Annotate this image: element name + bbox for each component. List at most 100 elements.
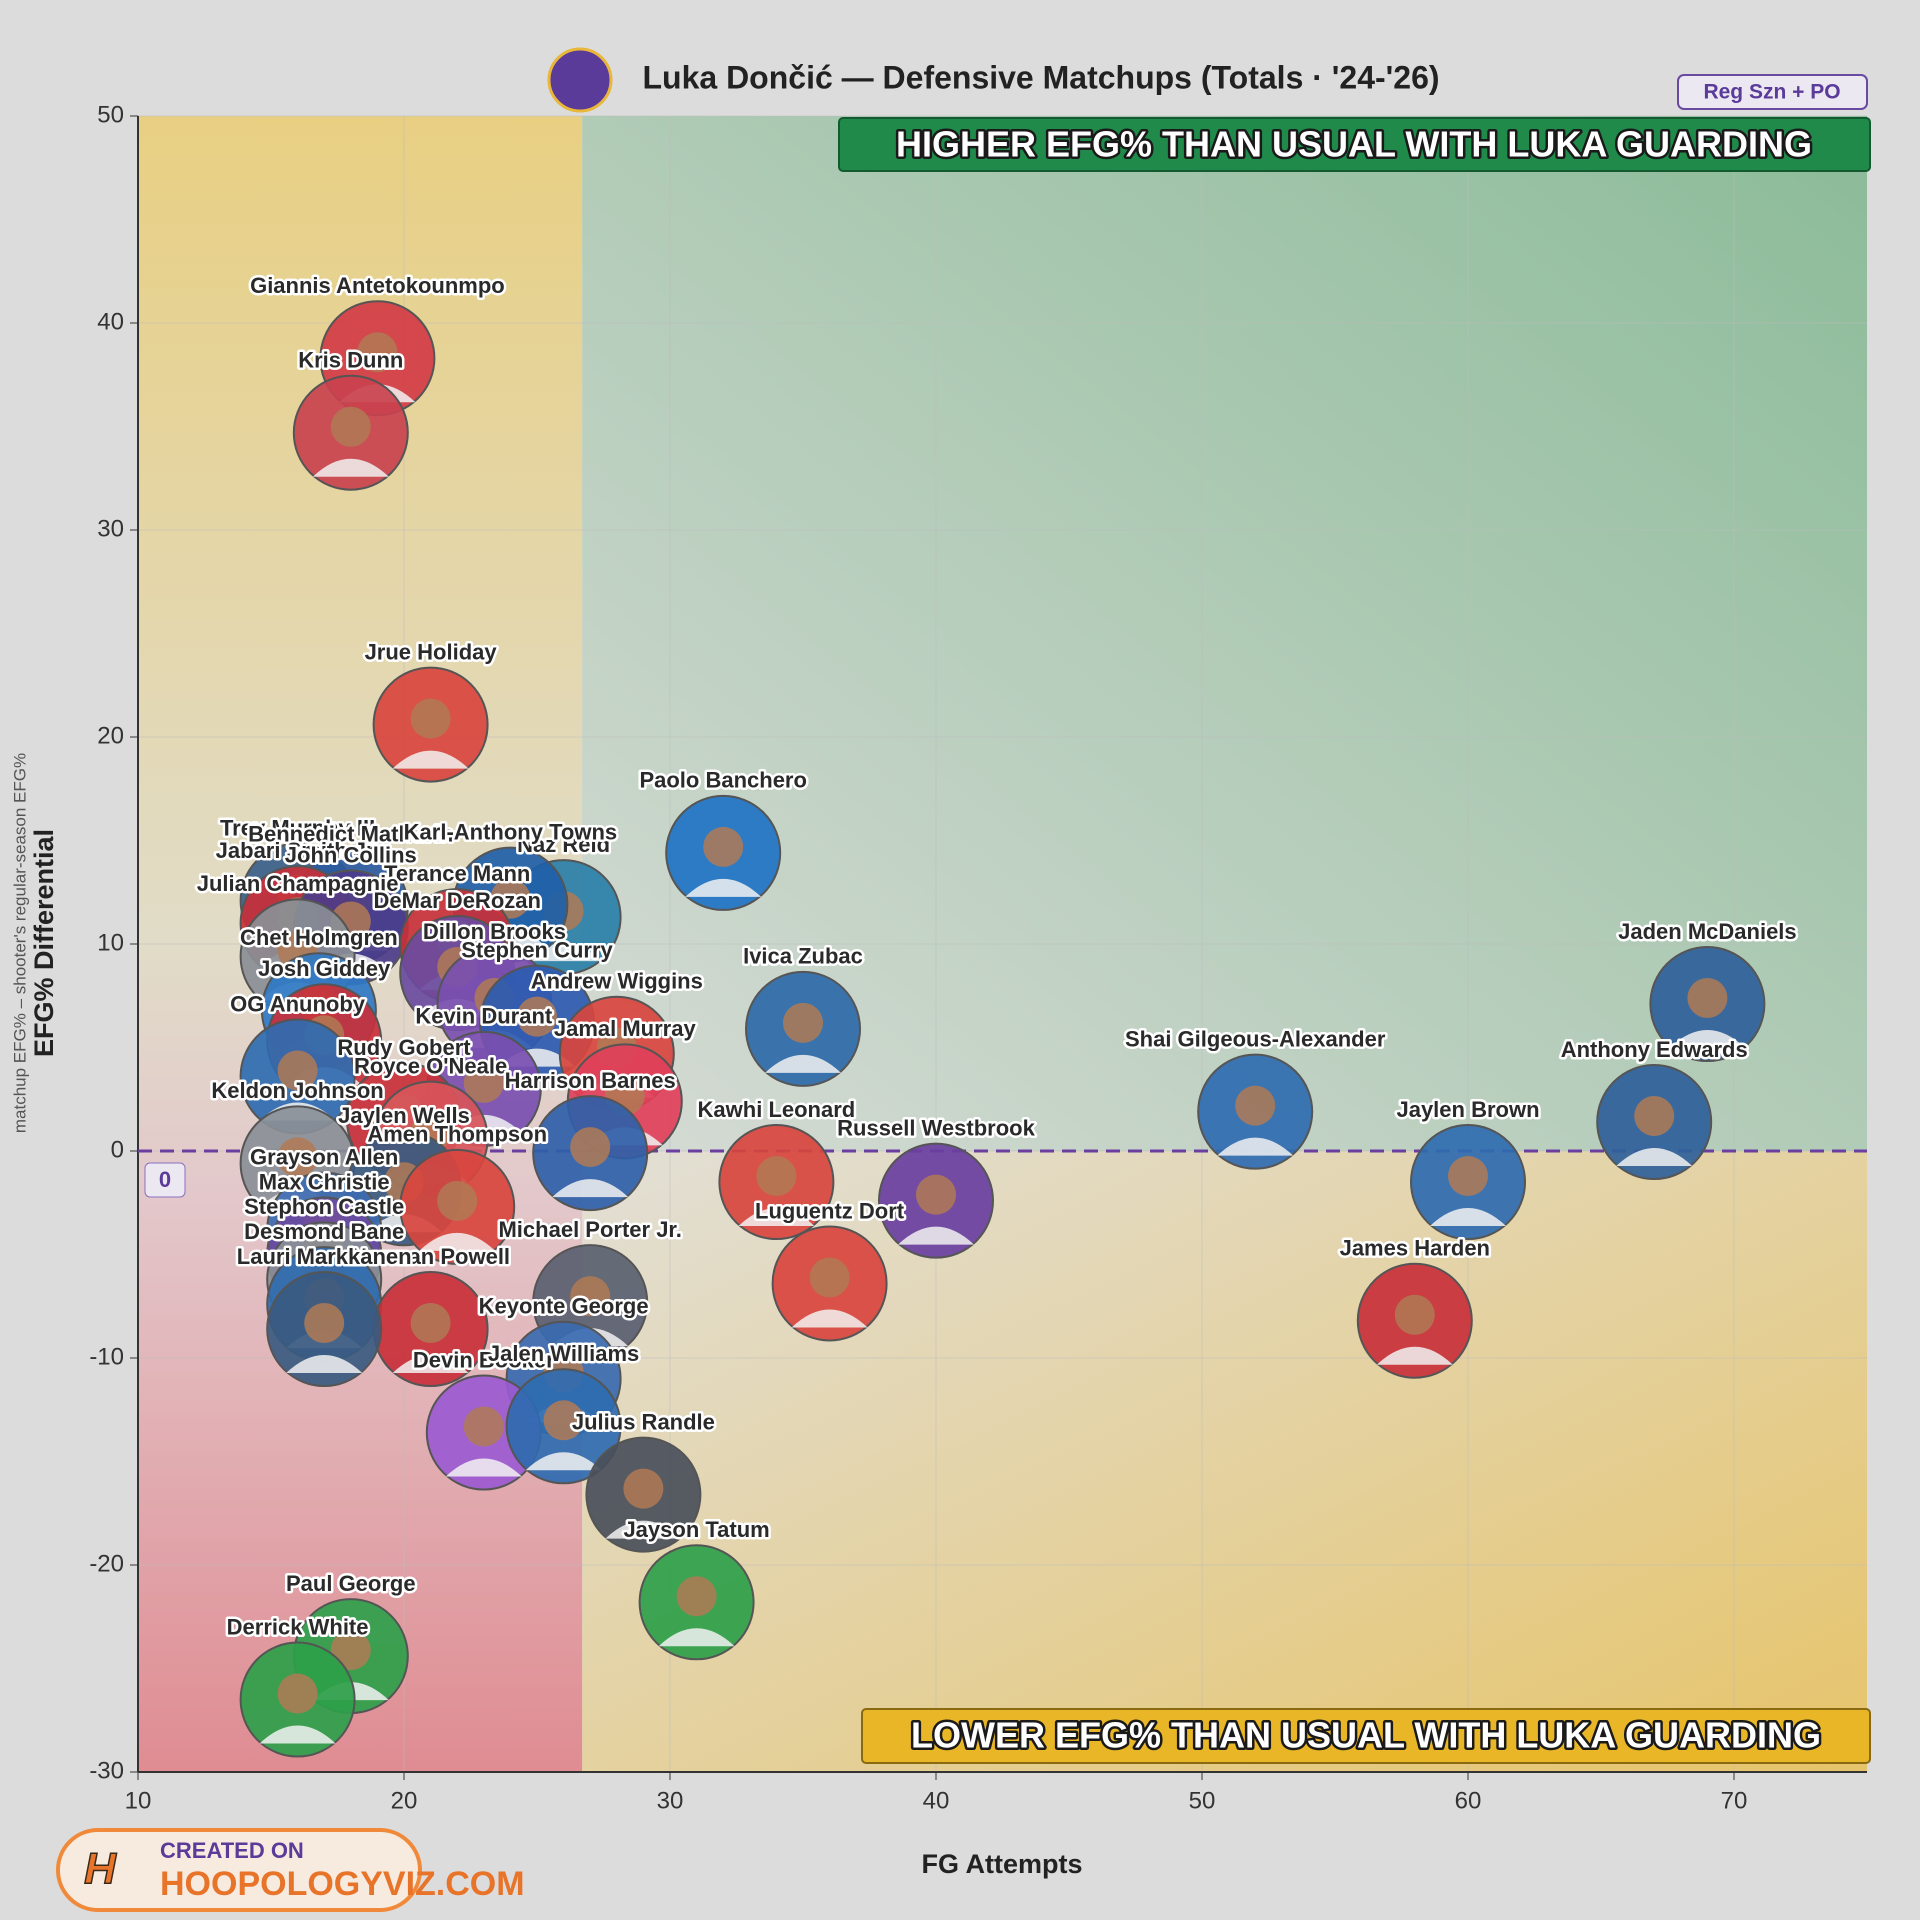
player-shoulders bbox=[738, 1208, 815, 1227]
player-face bbox=[1634, 1096, 1675, 1137]
x-tick-label: 40 bbox=[923, 1787, 950, 1814]
player-face bbox=[277, 1673, 318, 1714]
y-tick-label: -10 bbox=[89, 1343, 124, 1370]
player-label: Desmond Bane bbox=[244, 1219, 404, 1244]
player-face bbox=[570, 1127, 611, 1168]
player-face bbox=[304, 1303, 345, 1344]
player-label: Jaylen Wells bbox=[338, 1103, 470, 1128]
player-face bbox=[410, 1303, 451, 1344]
y-tick-label: 0 bbox=[111, 1136, 124, 1163]
player-face bbox=[916, 1174, 956, 1215]
player-shoulders bbox=[445, 1458, 522, 1477]
player-label: Devin Booker bbox=[413, 1347, 555, 1372]
player-label: Terance Mann bbox=[384, 861, 530, 886]
player-label: Harrison Barnes bbox=[505, 1068, 676, 1093]
player-label: Giannis Antetokounmpo bbox=[250, 273, 505, 298]
player-label: Derrick White bbox=[227, 1614, 369, 1639]
player-label: Bennedict Mathurin bbox=[248, 822, 453, 847]
player-label: Russell Westbrook bbox=[837, 1115, 1035, 1140]
player-label: Paul George bbox=[286, 1571, 416, 1596]
y-axis-sublabel: matchup EFG% – shooter's regular-season … bbox=[10, 753, 29, 1133]
title-avatar bbox=[547, 47, 613, 113]
player-face bbox=[277, 1050, 318, 1091]
player-face bbox=[703, 826, 744, 867]
x-tick-label: 20 bbox=[391, 1787, 418, 1814]
player-face bbox=[1448, 1156, 1488, 1197]
y-tick-label: 50 bbox=[97, 101, 124, 128]
player-shoulders bbox=[1616, 1148, 1693, 1167]
player-label: Jaden McDaniels bbox=[1618, 919, 1797, 944]
player-label: Jaylen Brown bbox=[1396, 1097, 1539, 1122]
player-face bbox=[809, 1257, 850, 1298]
player-face bbox=[277, 1137, 318, 1178]
player-label: John Collins bbox=[285, 842, 417, 867]
zone-lower-right bbox=[582, 1151, 1867, 1772]
x-tick-label: 60 bbox=[1455, 1787, 1482, 1814]
player-face bbox=[410, 698, 451, 739]
y-tick-label: -30 bbox=[89, 1757, 124, 1784]
player-label: Julius Randle bbox=[572, 1409, 715, 1434]
x-tick-label: 10 bbox=[125, 1787, 152, 1814]
player-label: Keldon Johnson bbox=[211, 1078, 383, 1103]
player-shoulders bbox=[259, 1725, 336, 1744]
watermark-bottom: HOOPOLOGYVIZ.COM bbox=[160, 1865, 525, 1903]
lower-banner bbox=[861, 1708, 1871, 1764]
y-axis-label: EFG% Differential bbox=[29, 829, 59, 1057]
player-label: Jabari Smith Jr. bbox=[216, 838, 380, 863]
player-shoulders bbox=[286, 1355, 363, 1374]
player-label: Julian Champagnie bbox=[197, 871, 399, 896]
player-face bbox=[623, 1468, 664, 1509]
player-face bbox=[1687, 978, 1728, 1019]
player-label: Josh Giddey bbox=[258, 956, 391, 981]
player-label: Naz Reid bbox=[517, 832, 610, 857]
upper-annotation: HIGHER EFG% THAN USUAL WITH LUKA GUARDIN… bbox=[896, 124, 1812, 165]
y-tick-label: -20 bbox=[89, 1550, 124, 1577]
player-shoulders bbox=[392, 1355, 469, 1374]
player-label: Rudy Gobert bbox=[337, 1035, 471, 1060]
chart-title: Luka Dončić — Defensive Matchups (Totals… bbox=[642, 59, 1439, 95]
player-label: DeMar DeRozan bbox=[373, 888, 540, 913]
y-tick-label: 10 bbox=[97, 929, 124, 956]
badge-box bbox=[1677, 74, 1868, 110]
player-face bbox=[783, 1002, 823, 1043]
player-label: Michael Porter Jr. bbox=[498, 1217, 681, 1242]
player-label: Chet Holmgren bbox=[240, 925, 398, 950]
y-tick-label: 40 bbox=[97, 308, 124, 335]
player-label: Norman Powell bbox=[351, 1244, 510, 1269]
player-label: Stephon Castle bbox=[244, 1194, 404, 1219]
player-shoulders bbox=[525, 1452, 602, 1471]
x-tick-label: 30 bbox=[657, 1787, 684, 1814]
player-label: Paolo Banchero bbox=[639, 768, 806, 793]
player-label: Grayson Allen bbox=[250, 1144, 398, 1169]
player-shoulders bbox=[765, 1054, 841, 1073]
watermark-logo: H bbox=[84, 1845, 117, 1894]
player-face bbox=[1394, 1294, 1435, 1335]
player-shoulders bbox=[419, 1232, 496, 1251]
player-shoulders bbox=[1430, 1208, 1506, 1227]
x-tick-label: 50 bbox=[1189, 1787, 1216, 1814]
player-label: Kevin Durant bbox=[415, 1004, 553, 1029]
player-label: Jrue Holiday bbox=[365, 639, 498, 664]
player-face bbox=[676, 1576, 717, 1617]
watermark-box bbox=[56, 1828, 422, 1912]
player-shoulders bbox=[552, 1179, 629, 1198]
player-label: Anthony Edwards bbox=[1561, 1037, 1748, 1062]
player-face bbox=[756, 1156, 797, 1197]
player-label: Max Christie bbox=[259, 1169, 390, 1194]
player-label: Keyonte George bbox=[479, 1294, 649, 1319]
player-label: Lauri Markkanen bbox=[237, 1244, 412, 1269]
player-label: Karl-Anthony Towns bbox=[404, 819, 617, 844]
player-face bbox=[330, 1630, 371, 1671]
player-face bbox=[517, 996, 557, 1037]
player-label: Luguentz Dort bbox=[755, 1198, 905, 1223]
player-shoulders bbox=[312, 458, 389, 477]
reference-label: 0 bbox=[159, 1167, 171, 1192]
player-shoulders bbox=[392, 750, 469, 769]
player-label: Amen Thompson bbox=[367, 1122, 547, 1147]
player-label: Jayson Tatum bbox=[623, 1517, 769, 1542]
watermark-top: CREATED ON bbox=[160, 1838, 304, 1863]
player-label: Shai Gilgeous-Alexander bbox=[1125, 1026, 1386, 1051]
player-label: Dillon Brooks bbox=[423, 919, 566, 944]
x-tick-label: 70 bbox=[1721, 1787, 1748, 1814]
y-tick-label: 30 bbox=[97, 515, 124, 542]
